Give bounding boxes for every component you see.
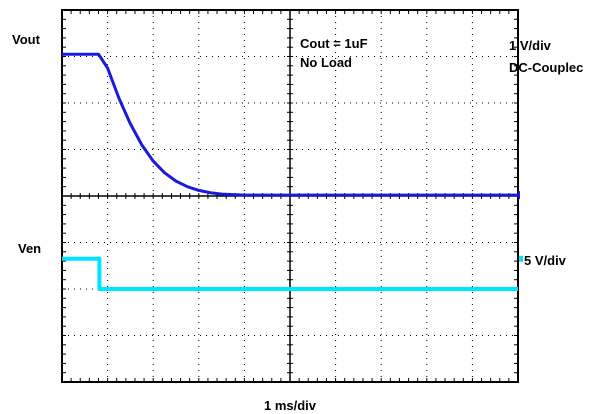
ven-channel-marker: [519, 255, 523, 262]
ven-trace: [62, 256, 518, 291]
cout-annotation: Cout = 1uF: [300, 36, 368, 51]
x-axis-label: 1 ms/div: [264, 398, 317, 413]
load-annotation: No Load: [300, 55, 352, 70]
vout-trace: [62, 52, 518, 197]
vout-scale-label: 1 V/div: [509, 38, 552, 53]
ven-scale-label: 5 V/div: [524, 253, 567, 268]
vout-coupling-label: DC-Couplec: [509, 60, 583, 75]
vout-label: Vout: [12, 32, 41, 47]
ven-label: Ven: [18, 241, 41, 256]
traces: [62, 52, 523, 291]
